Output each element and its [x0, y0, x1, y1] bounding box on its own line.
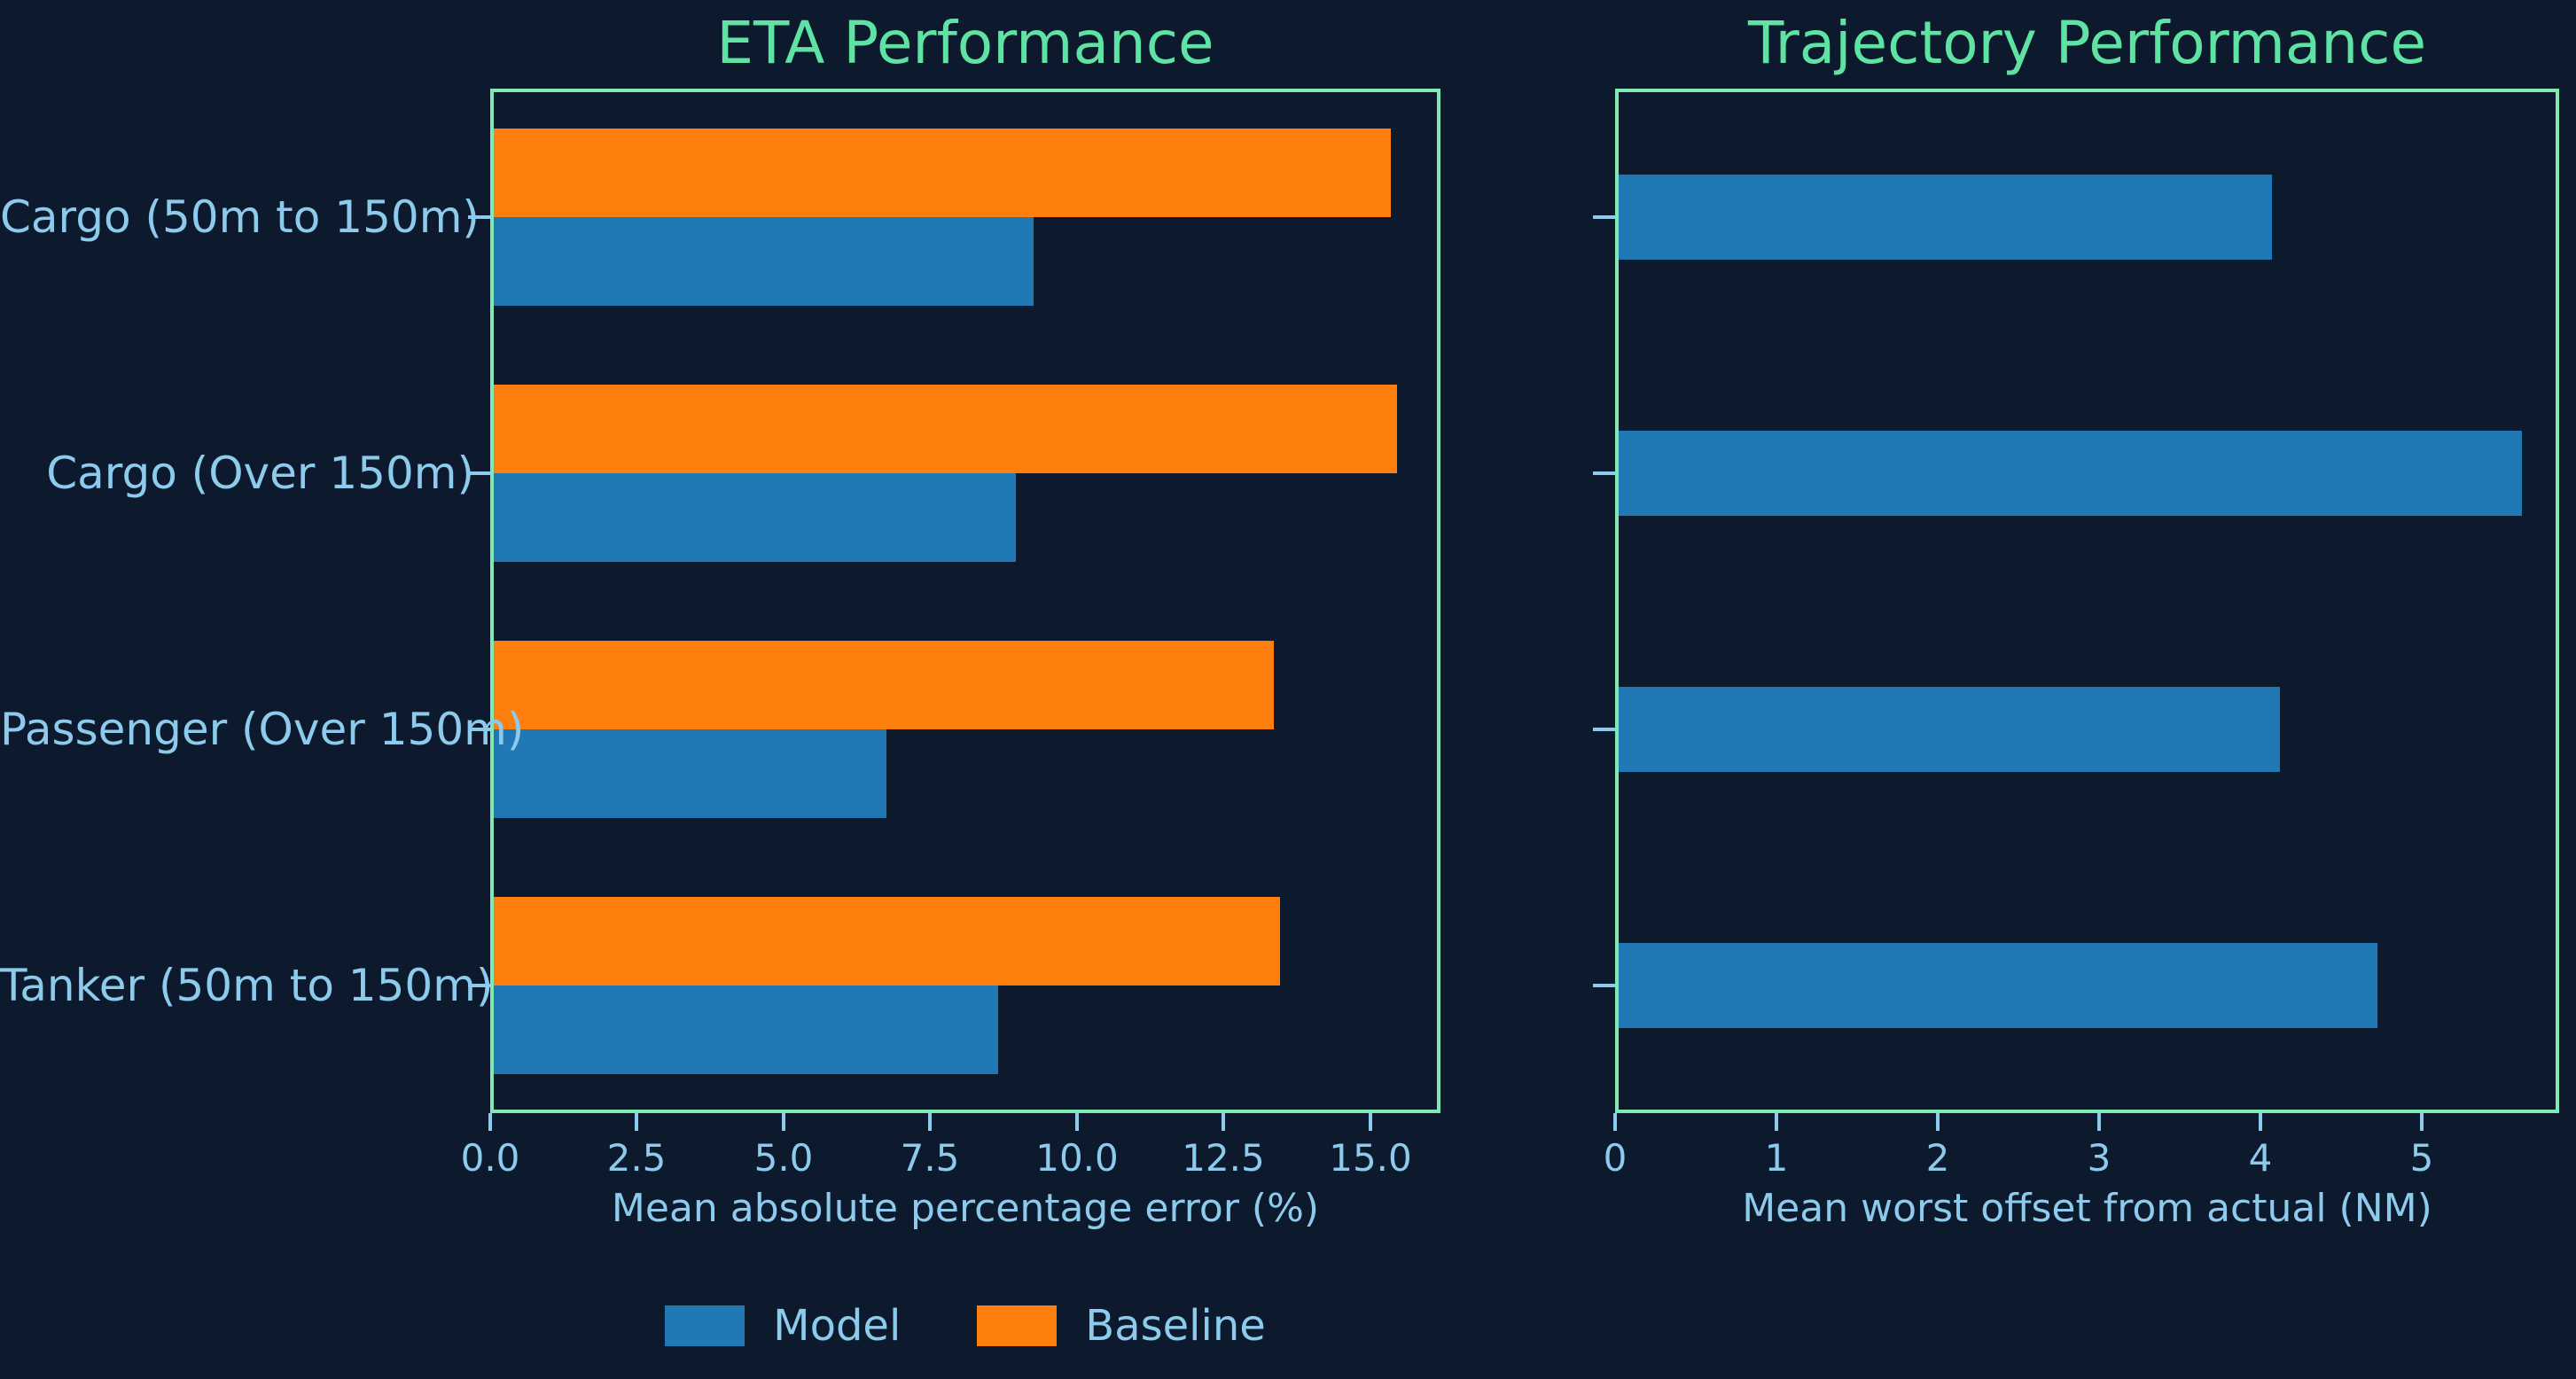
legend-label-baseline: Baseline — [1085, 1301, 1266, 1351]
x-tick-mark — [1936, 1113, 1940, 1131]
y-tick-mark — [468, 471, 490, 475]
x-tick-label: 5 — [2409, 1136, 2434, 1180]
bar-model-passenger-over-150m — [1619, 687, 2280, 772]
y-tick-mark — [1593, 728, 1615, 731]
y-tick-mark — [1593, 215, 1615, 219]
trajectory-performance-title: Trajectory Performance — [1747, 9, 2427, 77]
y-tick-mark — [1593, 471, 1615, 475]
x-tick-mark — [782, 1113, 785, 1131]
bar-baseline-cargo-50m-to-150m — [494, 129, 1391, 217]
legend-item-model: Model — [665, 1299, 901, 1352]
bar-baseline-passenger-over-150m — [494, 641, 1274, 729]
bar-baseline-tanker-50m-to-150m — [494, 897, 1280, 986]
x-tick-mark — [928, 1113, 932, 1131]
trajectory-performance-axes — [1615, 89, 2559, 1113]
eta-performance-title: ETA Performance — [716, 9, 1214, 77]
x-tick-mark — [2097, 1113, 2101, 1131]
baseline-color-swatch — [977, 1305, 1058, 1346]
x-tick-mark — [1613, 1113, 1617, 1131]
category-label-passenger-over-150m: Passenger (Over 150m) — [0, 704, 525, 755]
y-tick-mark — [468, 215, 490, 219]
bar-model-cargo-50m-to-150m — [1619, 175, 2272, 260]
x-tick-label: 4 — [2248, 1136, 2273, 1180]
x-tick-mark — [2420, 1113, 2424, 1131]
legend: Model Baseline — [490, 1299, 1440, 1352]
x-tick-label: 3 — [2087, 1136, 2112, 1180]
category-label-cargo-50m-to-150m: Cargo (50m to 150m) — [0, 191, 480, 243]
x-tick-mark — [2259, 1113, 2262, 1131]
x-tick-label: 2.5 — [606, 1136, 667, 1180]
y-tick-mark — [468, 728, 490, 731]
x-tick-label: 10.0 — [1035, 1136, 1119, 1180]
bar-model-cargo-over-150m — [494, 473, 1016, 562]
bar-model-cargo-50m-to-150m — [494, 217, 1034, 306]
x-tick-mark — [635, 1113, 638, 1131]
trajectory-performance-xaxis-label: Mean worst offset from actual (NM) — [1742, 1186, 2432, 1231]
x-tick-label: 0.0 — [460, 1136, 520, 1180]
legend-label-model: Model — [773, 1301, 902, 1351]
legend-item-baseline: Baseline — [977, 1299, 1266, 1352]
x-tick-mark — [488, 1113, 492, 1131]
x-tick-mark — [1775, 1113, 1778, 1131]
y-tick-mark — [1593, 984, 1615, 987]
model-color-swatch — [665, 1305, 745, 1346]
x-tick-mark — [1075, 1113, 1079, 1131]
x-tick-label: 12.5 — [1182, 1136, 1265, 1180]
x-tick-label: 0 — [1603, 1136, 1628, 1180]
x-tick-label: 1 — [1764, 1136, 1789, 1180]
x-tick-label: 15.0 — [1329, 1136, 1412, 1180]
x-tick-mark — [1222, 1113, 1225, 1131]
x-tick-mark — [1369, 1113, 1372, 1131]
bar-model-tanker-50m-to-150m — [494, 986, 998, 1074]
bar-model-passenger-over-150m — [494, 729, 886, 818]
bar-model-cargo-over-150m — [1619, 431, 2522, 516]
x-tick-label: 5.0 — [753, 1136, 814, 1180]
x-tick-label: 2 — [1925, 1136, 1950, 1180]
y-tick-mark — [468, 984, 490, 987]
eta-performance-xaxis-label: Mean absolute percentage error (%) — [611, 1186, 1320, 1231]
bar-model-tanker-50m-to-150m — [1619, 943, 2377, 1028]
x-tick-label: 7.5 — [900, 1136, 960, 1180]
category-label-cargo-over-150m: Cargo (Over 150m) — [46, 448, 474, 499]
eta-performance-axes — [490, 89, 1440, 1113]
category-label-tanker-50m-to-150m: Tanker (50m to 150m) — [0, 960, 494, 1011]
bar-baseline-cargo-over-150m — [494, 385, 1397, 473]
